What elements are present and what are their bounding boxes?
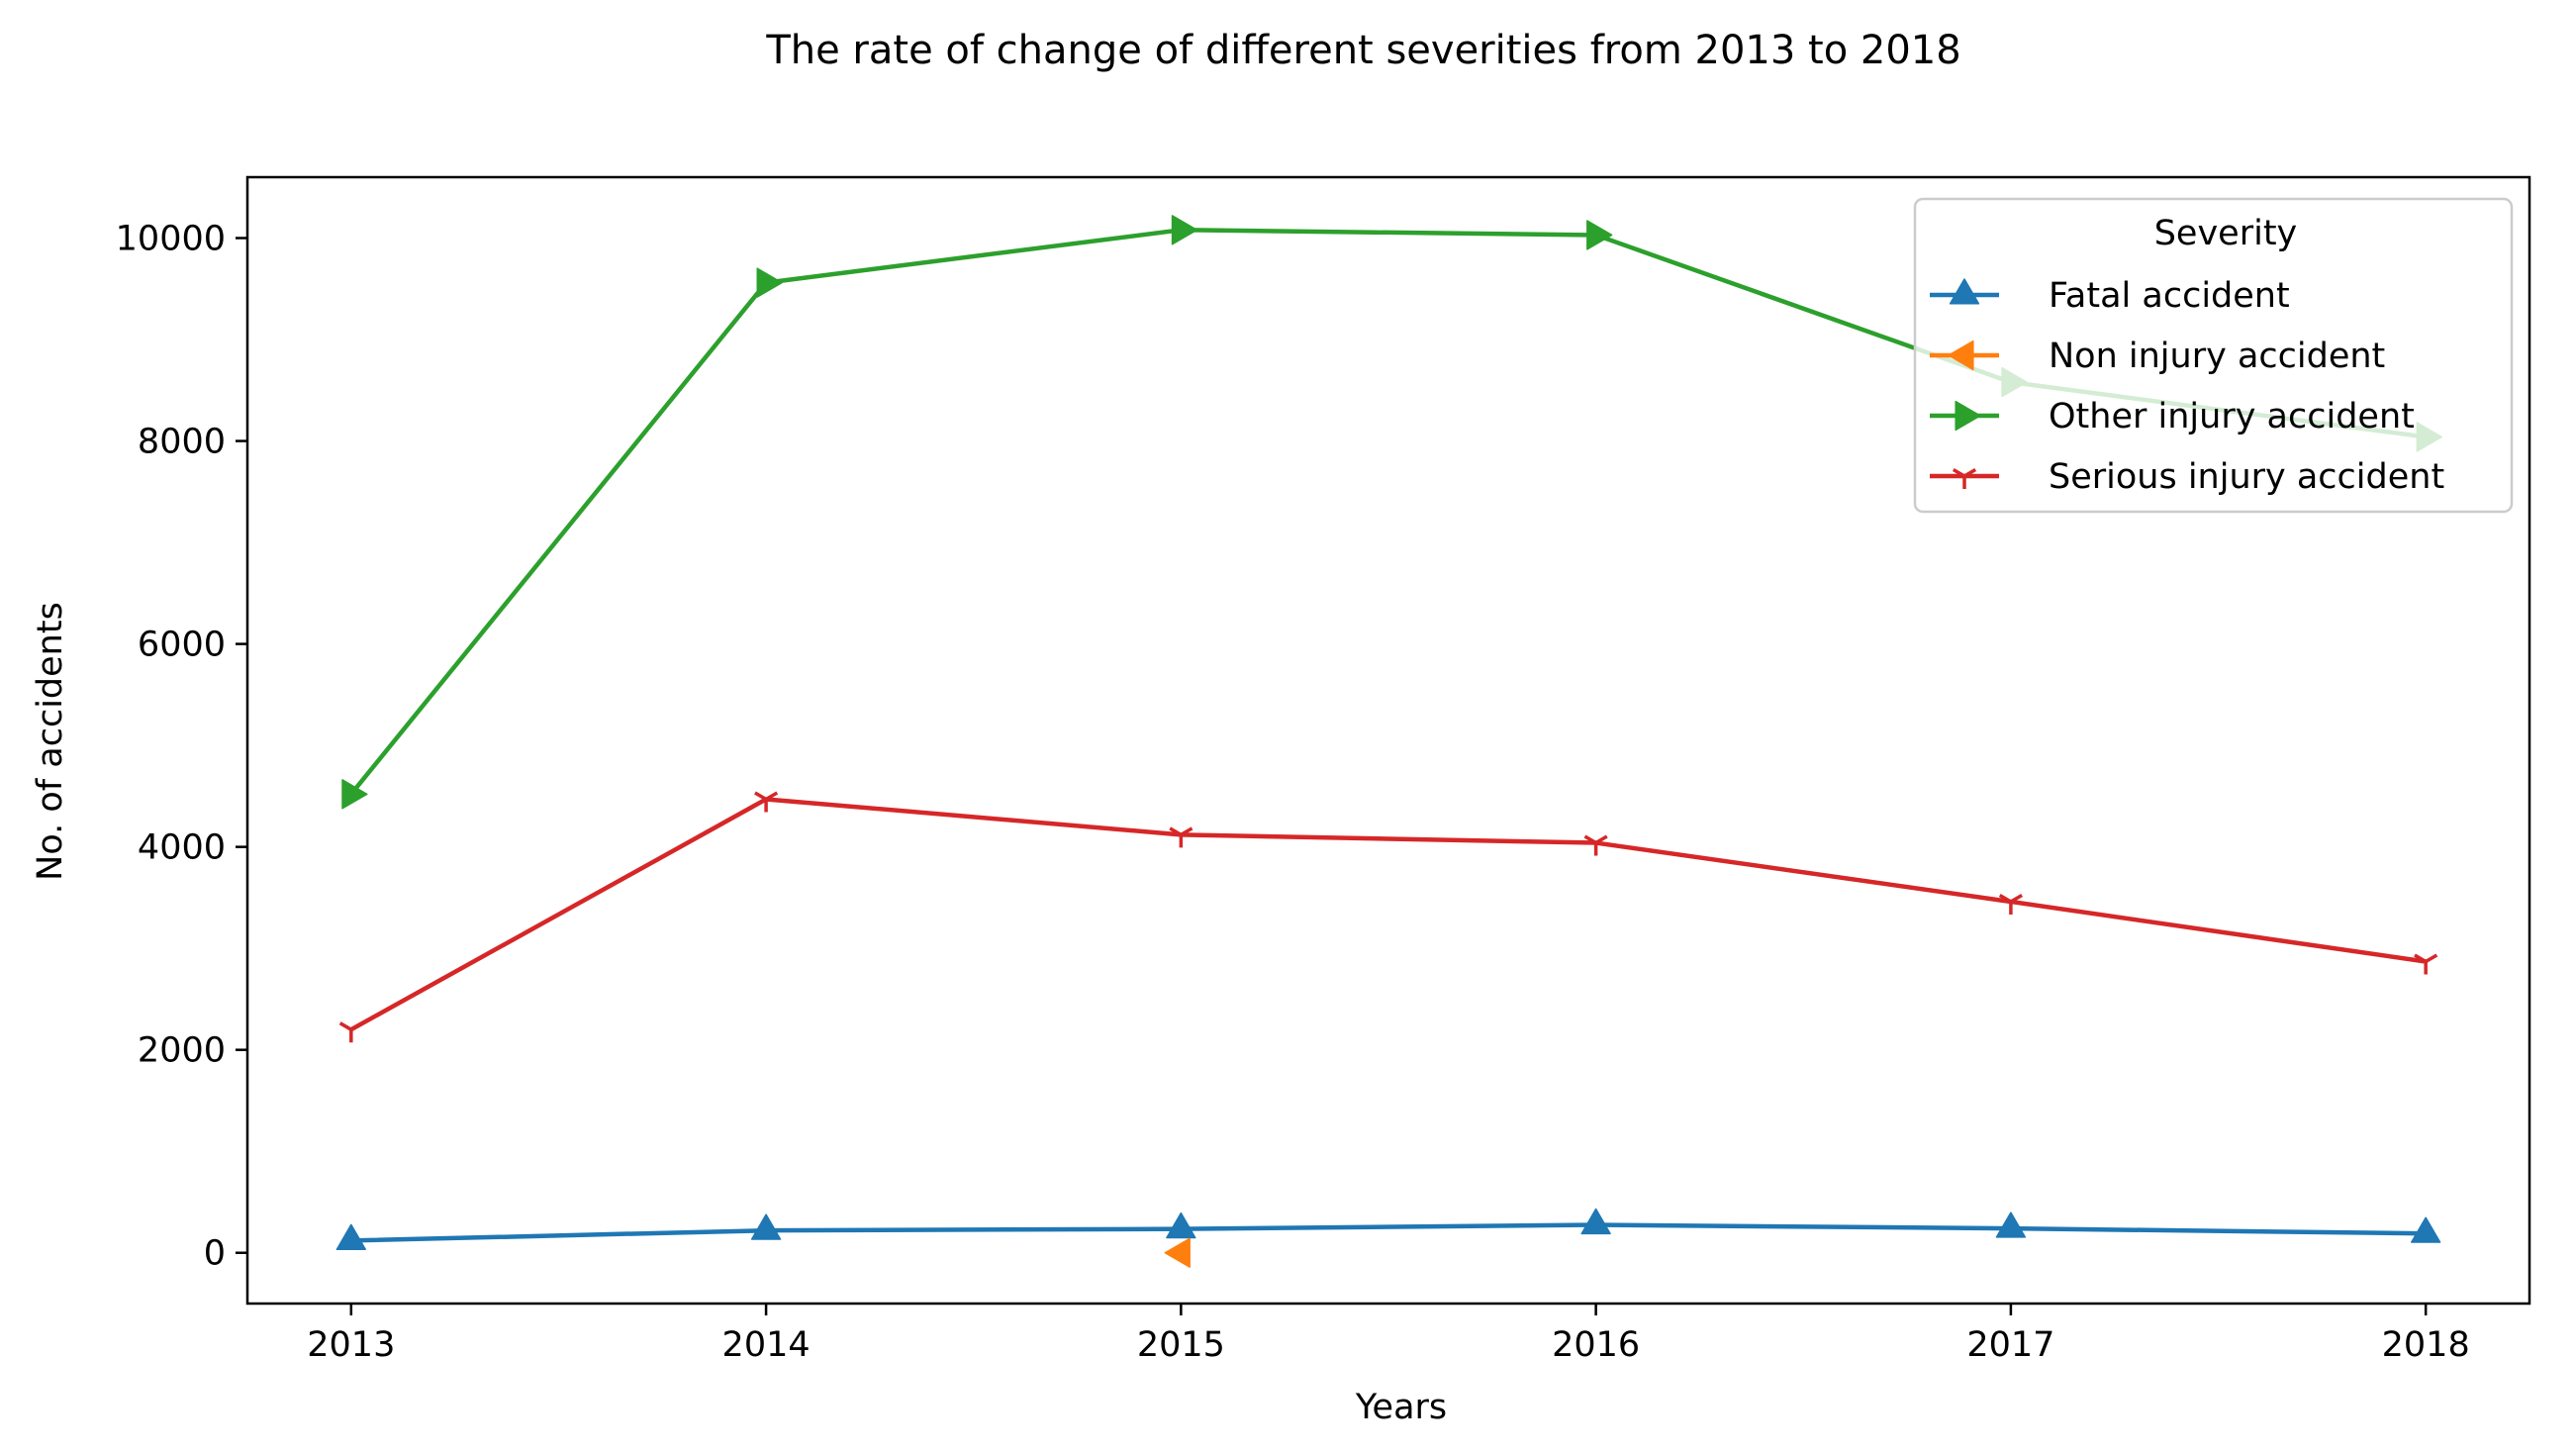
y-tick-label: 0: [204, 1234, 226, 1274]
x-axis: 2013 2014 2015 2016 2017 2018: [307, 1304, 2470, 1365]
legend-item-serious-injury-accident: Serious injury accident: [1930, 457, 2444, 497]
data-point: [1580, 1208, 1611, 1235]
y-tick-label: 6000: [138, 626, 226, 665]
series-line: [348, 1222, 2429, 1243]
series-fatal-accident: [335, 1208, 2441, 1250]
data-point: [1995, 1211, 2027, 1238]
y-tick-label: 10000: [116, 220, 226, 259]
series-line: [348, 797, 2429, 1032]
legend: Severity Fatal accident Non injury accide…: [1913, 197, 2514, 514]
x-axis-label: Years: [1355, 1388, 1447, 1427]
data-point: [1998, 893, 2023, 916]
x-tick-label: 2015: [1137, 1325, 1225, 1365]
legend-label: Fatal accident: [2049, 276, 2290, 316]
data-point: [338, 1021, 363, 1043]
data-point: [1169, 826, 1193, 848]
legend-label: Serious injury accident: [2049, 457, 2444, 497]
series-non-injury-accident: [1164, 1237, 1191, 1268]
plot-area: [245, 175, 2531, 1306]
data-point: [341, 779, 368, 810]
y-tick-label: 8000: [138, 423, 226, 462]
chart-title: The rate of change of different severiti…: [765, 28, 1960, 73]
data-point: [1583, 834, 1608, 856]
legend-title: Severity: [2154, 214, 2298, 253]
data-point: [1171, 215, 1198, 245]
x-tick-label: 2014: [722, 1325, 811, 1365]
y-axis-label: No. of accidents: [31, 602, 70, 881]
x-tick-label: 2018: [2382, 1325, 2470, 1365]
data-point: [2411, 1216, 2441, 1243]
legend-label: Non injury accident: [2049, 337, 2385, 376]
x-tick-label: 2017: [1966, 1325, 2054, 1365]
x-tick-label: 2016: [1552, 1325, 1640, 1365]
legend-item-other-injury-accident: Other injury accident: [1930, 397, 2415, 436]
data-point: [750, 1213, 782, 1240]
legend-marker: [1955, 400, 1981, 432]
y-tick-label: 2000: [138, 1031, 226, 1071]
legend-item-non-injury-accident: Non injury accident: [1930, 337, 2385, 376]
series-serious-injury-accident: [338, 791, 2438, 1043]
y-tick-label: 4000: [138, 828, 226, 868]
legend-items: Fatal accident Non injury accident Other i…: [1930, 276, 2444, 497]
legend-marker: [1949, 278, 1980, 305]
data-point: [1586, 220, 1613, 250]
y-axis: 0 2000 4000 6000 8000 10000: [116, 220, 247, 1274]
x-tick-label: 2013: [307, 1325, 395, 1365]
data-point: [1166, 1211, 1196, 1239]
data-point: [1164, 1237, 1191, 1268]
data-point: [754, 791, 779, 813]
legend-marker: [1948, 339, 1974, 371]
data-point: [335, 1223, 366, 1250]
legend-box: [1913, 197, 2514, 514]
legend-item-fatal-accident: Fatal accident: [1930, 276, 2290, 316]
legend-label: Other injury accident: [2049, 397, 2415, 436]
data-point: [756, 267, 783, 298]
data-point: [2414, 953, 2438, 975]
legend-marker: [1952, 467, 1977, 489]
